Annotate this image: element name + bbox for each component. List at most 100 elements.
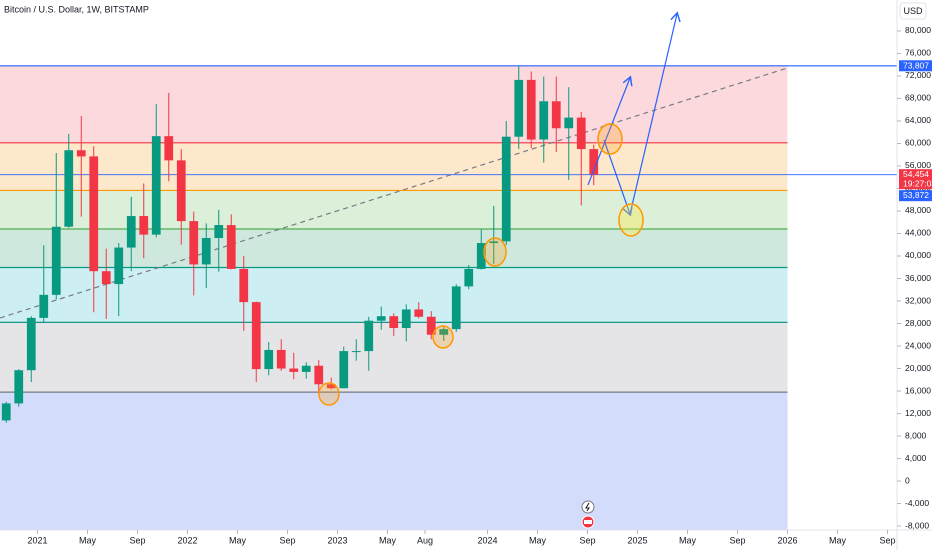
x-tick-label: May xyxy=(529,535,547,545)
y-tick-label: 24,000 xyxy=(905,340,931,350)
y-tick-label: 64,000 xyxy=(905,115,931,125)
candle-body xyxy=(26,317,36,371)
x-tick-label: Sep xyxy=(729,535,745,545)
candle-body xyxy=(526,79,536,140)
x-tick-label: May xyxy=(679,535,697,545)
y-tick-label: 40,000 xyxy=(905,250,931,260)
circle xyxy=(483,237,507,267)
y-tick-label: 28,000 xyxy=(905,318,931,328)
candle-body xyxy=(314,365,324,385)
plot-area xyxy=(0,65,897,530)
candle-body xyxy=(114,247,124,285)
candle-body xyxy=(64,150,74,227)
candle-body xyxy=(489,241,499,244)
x-tick-label: 2023 xyxy=(327,535,347,545)
candle-body xyxy=(464,268,474,287)
candle-body xyxy=(576,117,586,150)
x-tick-label: May xyxy=(79,535,97,545)
y-tick-label: 12,000 xyxy=(905,408,931,418)
candle-body xyxy=(389,316,399,329)
candle-body xyxy=(376,316,386,321)
price-tag: 53,872 xyxy=(899,190,932,202)
circle xyxy=(618,203,644,237)
x-tick-label: 2024 xyxy=(477,535,497,545)
event-icon-glyph xyxy=(585,502,590,512)
candle-body xyxy=(289,368,299,372)
candle-body xyxy=(301,365,311,372)
y-tick-label: 76,000 xyxy=(905,48,931,58)
candle-body xyxy=(101,271,111,285)
price-tag-label: 53,872 xyxy=(903,190,929,200)
price-tag-box xyxy=(899,190,932,202)
y-tick-label: 4,000 xyxy=(905,453,927,463)
candle-body xyxy=(476,243,486,269)
candle-body xyxy=(1,403,11,421)
y-tick-label: 20,000 xyxy=(905,363,931,373)
currency: USD xyxy=(903,6,923,16)
arrow xyxy=(587,78,630,186)
y-tick-label: 16,000 xyxy=(905,385,931,395)
y-tick-label: 68,000 xyxy=(905,93,931,103)
candle-body xyxy=(501,136,511,242)
candle-body xyxy=(589,149,599,175)
level-band xyxy=(0,142,788,191)
x-tick-label: Aug xyxy=(417,535,433,545)
candle-body xyxy=(276,349,286,369)
price-tag-box xyxy=(899,60,932,72)
x-tick-label: Sep xyxy=(279,535,295,545)
circle xyxy=(318,382,340,406)
x-tick-label: 2025 xyxy=(627,535,647,545)
x-tick-label: 2022 xyxy=(177,535,197,545)
x-tick-label: 2021 xyxy=(27,535,47,545)
event-icon[interactable] xyxy=(581,500,595,514)
candle-body xyxy=(414,309,424,317)
candle-body xyxy=(189,221,199,265)
candle-body xyxy=(364,320,374,352)
price-tag-box xyxy=(899,169,932,190)
y-tick-label: 32,000 xyxy=(905,295,931,305)
y-tick-label: 60,000 xyxy=(905,138,931,148)
chart-title: Bitcoin / U.S. Dollar, 1W, BITSTAMP xyxy=(4,4,149,14)
x-tick-label: May xyxy=(829,535,847,545)
candle-body xyxy=(126,216,136,248)
candle-body xyxy=(14,370,24,404)
level-band xyxy=(0,65,788,143)
candle-body xyxy=(51,226,61,295)
arrow xyxy=(603,139,630,214)
candle-body xyxy=(239,268,249,303)
y-tick-label: 56,000 xyxy=(905,160,931,170)
price-tag: 73,807 xyxy=(899,60,932,72)
candle-body xyxy=(451,286,461,330)
y-tick-label: -8,000 xyxy=(905,520,929,530)
axes: -8,000 -4,000 0 4,000 8,000 12,000 16,000 20,00… xyxy=(27,25,932,545)
candle-body xyxy=(564,117,574,129)
candle-body xyxy=(551,101,561,129)
candle-body xyxy=(164,136,174,161)
candle-body xyxy=(426,316,436,335)
candle-body xyxy=(201,237,211,265)
candle-body xyxy=(251,302,261,370)
y-tick-label: -4,000 xyxy=(905,498,929,508)
y-tick-label: 8,000 xyxy=(905,430,927,440)
arrow xyxy=(629,14,677,215)
candle-body xyxy=(339,351,349,389)
x-tick-label: 2026 xyxy=(777,535,797,545)
candle-body xyxy=(139,216,149,235)
candle-body xyxy=(439,329,449,335)
price-tag-label: 54,454 xyxy=(903,169,929,179)
currency-button[interactable] xyxy=(899,2,927,20)
y-tick-label: 44,000 xyxy=(905,228,931,238)
circle xyxy=(597,123,623,155)
candle-body xyxy=(401,309,411,329)
candle-body xyxy=(351,351,361,353)
y-tick-label: 0 xyxy=(905,475,910,485)
circle xyxy=(432,325,454,349)
y-tick-label: 80,000 xyxy=(905,25,931,35)
y-tick-label: 72,000 xyxy=(905,70,931,80)
level-band xyxy=(0,190,788,229)
x-tick-label: Sep xyxy=(129,535,145,545)
x-tick-label: Sep xyxy=(879,535,895,545)
candle-body xyxy=(226,225,236,269)
y-tick-label: 48,000 xyxy=(905,205,931,215)
